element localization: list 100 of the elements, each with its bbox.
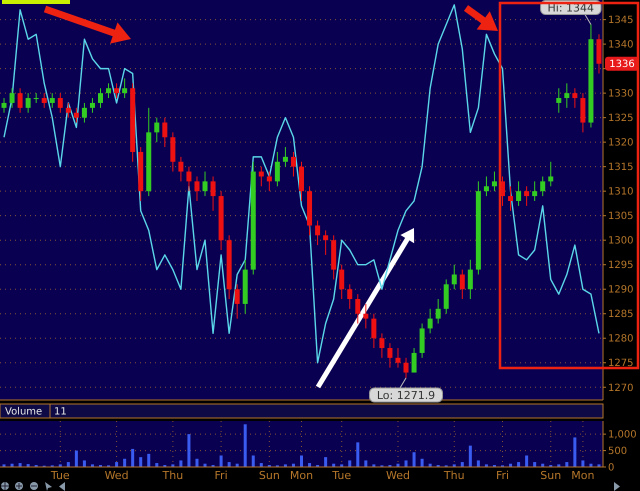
bar	[228, 462, 231, 467]
candlestick	[516, 180, 522, 206]
candlestick	[404, 357, 409, 378]
candlestick	[452, 264, 457, 290]
bar	[220, 456, 223, 467]
candlestick	[371, 313, 376, 349]
candlestick	[540, 176, 546, 197]
candlestick	[154, 117, 160, 143]
bar	[541, 464, 544, 467]
candlestick	[363, 303, 368, 329]
candlestick	[379, 332, 384, 358]
bar	[187, 434, 190, 467]
bar	[517, 462, 520, 467]
y-tick-label: 1300	[608, 236, 634, 247]
bar	[420, 458, 424, 467]
bar	[581, 460, 584, 467]
bar	[115, 462, 118, 467]
bar	[428, 464, 432, 467]
candlestick	[395, 348, 400, 368]
candlestick	[412, 348, 417, 374]
y-tick-label: 1330	[608, 88, 634, 100]
candlestick	[186, 166, 192, 192]
candlestick	[114, 82, 120, 99]
x-tick-label: Fri	[496, 469, 510, 482]
bar	[404, 460, 408, 467]
text: 1336	[609, 59, 635, 70]
candlestick	[532, 180, 538, 202]
x-tick-label: Sun	[258, 469, 280, 482]
x-tick-label: Tue	[331, 469, 352, 482]
candlestick	[194, 176, 200, 202]
bar	[292, 464, 295, 467]
y-tick-label: 1270	[608, 382, 634, 394]
bar	[204, 464, 207, 467]
candlestick	[258, 166, 264, 187]
candlestick	[10, 88, 15, 108]
candlestick	[508, 186, 514, 212]
candlestick	[387, 342, 392, 368]
y-tick-label: 1,000	[608, 430, 637, 441]
candlestick	[290, 151, 296, 177]
candlestick	[90, 98, 95, 114]
x-tick-label: Wed	[104, 469, 129, 482]
bar	[195, 458, 198, 467]
line-series	[3, 4, 600, 364]
bar	[252, 456, 255, 467]
candlestick	[347, 284, 352, 310]
candlestick	[178, 156, 184, 182]
candlestick	[339, 264, 344, 300]
bar	[468, 446, 472, 467]
bar	[236, 464, 239, 467]
candlestick	[122, 78, 128, 99]
candlestick	[50, 92, 55, 108]
bar	[10, 464, 14, 467]
bar	[356, 442, 360, 467]
text: 11	[54, 406, 67, 418]
y-tick-label: 500	[608, 446, 628, 458]
y-tick-label: 0	[608, 462, 614, 474]
candlestick	[106, 82, 112, 99]
annotation: Lo: 1271.9	[376, 388, 436, 402]
candlestick	[428, 308, 433, 334]
candlestick	[234, 284, 240, 320]
candlestick	[18, 88, 23, 114]
y-tick-label: 1315	[608, 162, 634, 174]
candlestick	[266, 171, 272, 192]
bar	[74, 450, 78, 467]
bar	[179, 460, 182, 467]
candlestick	[162, 117, 168, 148]
bar	[332, 464, 336, 467]
x-tick-label: Thu	[162, 469, 184, 482]
candlestick	[492, 171, 497, 192]
x-tick-label: Tue	[50, 469, 70, 482]
x-tick-label: Mon	[571, 469, 595, 482]
bar	[396, 464, 400, 467]
candlestick	[315, 220, 320, 246]
candlestick	[564, 82, 570, 108]
bar	[509, 464, 512, 467]
candlestick	[210, 176, 216, 212]
y-tick-label: 1285	[608, 309, 634, 320]
bar	[573, 437, 576, 467]
bar	[533, 462, 536, 467]
y-tick-label: 1310	[608, 186, 634, 198]
candlestick	[82, 102, 87, 124]
y-tick-label: 1340	[608, 40, 634, 51]
y-tick-label: 1345	[608, 15, 634, 26]
bar	[147, 454, 150, 467]
chart-title: Volume	[5, 406, 42, 418]
bar	[565, 462, 568, 467]
candlestick	[556, 88, 562, 114]
bar	[460, 462, 464, 467]
x-tick-label: Sun	[540, 469, 562, 482]
candlestick	[2, 98, 7, 114]
bar	[525, 456, 528, 467]
candlestick	[524, 186, 530, 206]
x-tick-label: Mon	[290, 469, 314, 482]
bar	[244, 424, 247, 467]
candlestick	[468, 259, 473, 300]
candlestick	[74, 107, 79, 124]
bar	[589, 464, 592, 467]
x-tick-label: Thu	[442, 469, 465, 482]
candlestick	[436, 298, 441, 324]
y-tick-label: 1290	[608, 284, 634, 296]
